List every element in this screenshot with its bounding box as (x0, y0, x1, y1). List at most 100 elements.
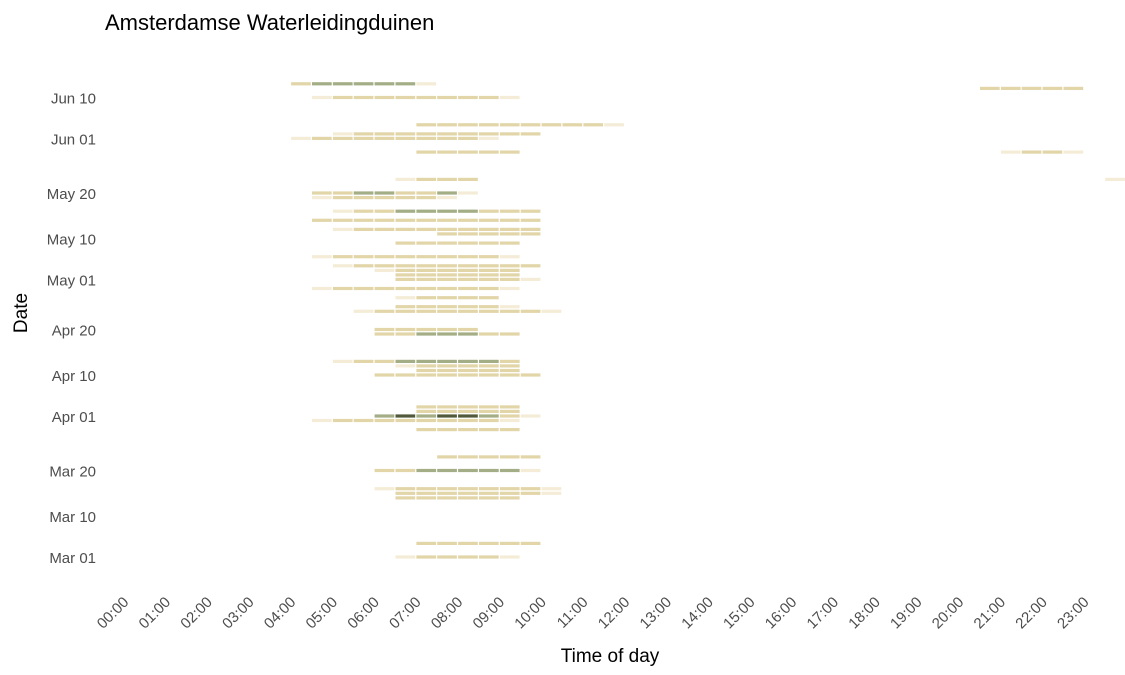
heatmap-cell (458, 541, 478, 545)
heatmap-cell (395, 296, 416, 300)
chart-title: Amsterdamse Waterleidingduinen (105, 10, 434, 35)
heatmap-cell (395, 359, 416, 363)
heatmap-cell (312, 218, 332, 222)
heatmap-cell (416, 196, 437, 200)
heatmap-cell (499, 273, 520, 277)
heatmap-cell (416, 414, 437, 418)
heatmap-cell (458, 123, 478, 127)
heatmap-cell (374, 95, 395, 100)
heatmap-cell (395, 286, 416, 291)
heatmap-cell (374, 196, 395, 200)
heatmap-cell (499, 132, 520, 136)
heatmap-cell (458, 296, 478, 300)
heatmap-cell (374, 309, 395, 313)
heatmap-cell (395, 364, 416, 368)
x-tick-label: 08:00 (428, 594, 467, 633)
heatmap-cell (395, 264, 416, 268)
heatmap-cell (416, 264, 437, 268)
heatmap-cell (395, 136, 416, 140)
heatmap-cell (353, 264, 374, 268)
x-tick-label: 21:00 (971, 594, 1010, 633)
heatmap-cell (479, 218, 499, 222)
heatmap-cell (499, 255, 520, 259)
heatmap-cell (395, 332, 416, 336)
heatmap-cell (499, 555, 520, 559)
heatmap-cell (499, 268, 520, 272)
x-tick-label: 04:00 (261, 594, 300, 633)
heatmap-cell (1000, 150, 1021, 154)
x-tick-label: 03:00 (219, 594, 258, 633)
heatmap-cell (499, 405, 520, 409)
heatmap-cell (437, 418, 457, 423)
heatmap-cell (416, 491, 437, 495)
heatmap-cell (458, 414, 478, 418)
heatmap-cell (395, 95, 416, 100)
heatmap-cell (479, 468, 499, 473)
heatmap-cell (332, 95, 353, 100)
heatmap-cell (520, 455, 541, 459)
heatmap-cell (416, 296, 437, 300)
heatmap-cell (353, 286, 374, 291)
heatmap-cell (520, 541, 541, 545)
heatmap-cell (416, 227, 437, 231)
heatmap-cell (479, 405, 499, 409)
heatmap-cell (437, 364, 457, 368)
heatmap-cell (416, 191, 437, 195)
heatmap-cell (416, 541, 437, 545)
heatmap-cell (1000, 86, 1021, 90)
heatmap-cell (479, 309, 499, 313)
y-tick-label: Mar 01 (49, 550, 96, 567)
heatmap-cell (332, 359, 353, 363)
heatmap-cell (374, 218, 395, 222)
heatmap-cell (479, 368, 499, 373)
x-tick-label: 15:00 (720, 594, 759, 633)
y-tick-label: Jun 10 (51, 90, 96, 107)
heatmap-cell (332, 82, 353, 86)
heatmap-cell (458, 273, 478, 277)
heatmap-cell (479, 264, 499, 268)
heatmap-cell (479, 305, 499, 309)
heatmap-cell (416, 468, 437, 473)
heatmap-cell (479, 232, 499, 236)
heatmap-cell (479, 209, 499, 213)
heatmap-cell (479, 409, 499, 413)
heatmap-cell (437, 209, 457, 213)
heatmap-cell (437, 277, 457, 281)
heatmap-cell (374, 132, 395, 136)
heatmap-cell (479, 455, 499, 459)
heatmap-cell (437, 468, 457, 473)
heatmap-cell (499, 418, 520, 423)
heatmap-cell (499, 359, 520, 363)
heatmap-cell (479, 95, 499, 100)
heatmap-cell (437, 428, 457, 432)
heatmap-cell (499, 468, 520, 473)
heatmap-cell (395, 191, 416, 195)
heatmap-cell (520, 232, 541, 236)
heatmap-cell (458, 409, 478, 413)
x-axis-label: Time of day (561, 646, 660, 667)
heatmap-cell (458, 177, 478, 181)
x-tick-label: 06:00 (344, 594, 383, 633)
heatmap-cell (395, 309, 416, 313)
heatmap-cell (437, 359, 457, 363)
heatmap-cell (458, 150, 478, 154)
heatmap-cell (1105, 177, 1125, 181)
heatmap-cell (374, 332, 395, 336)
heatmap-cell (458, 368, 478, 373)
heatmap-cell (353, 209, 374, 213)
heatmap-cell (499, 373, 520, 377)
heatmap-cell (312, 95, 332, 100)
heatmap-cell (374, 414, 395, 418)
heatmap-cell (332, 227, 353, 231)
heatmap-cell (437, 132, 457, 136)
heatmap-cell (562, 123, 583, 127)
x-tick-label: 16:00 (762, 594, 801, 633)
x-tick-label: 18:00 (845, 594, 884, 633)
x-tick-label: 05:00 (303, 594, 342, 633)
heatmap-cell (1042, 150, 1063, 154)
heatmap-cell (479, 150, 499, 154)
heatmap-cell (416, 273, 437, 277)
heatmap-cell (437, 227, 457, 231)
heatmap-cell (395, 305, 416, 309)
heatmap-cell (437, 255, 457, 259)
